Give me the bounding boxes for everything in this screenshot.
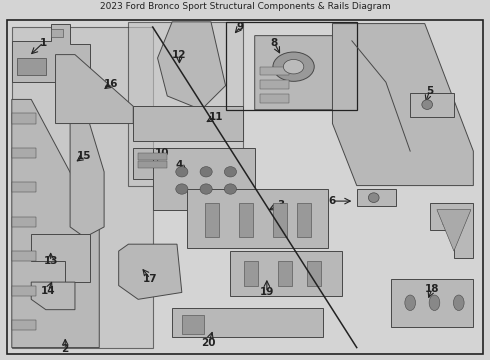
Text: 6: 6 (329, 196, 336, 206)
Text: 11: 11 (209, 112, 223, 122)
Bar (138, 161, 167, 168)
Text: 19: 19 (260, 287, 274, 297)
Ellipse shape (405, 295, 416, 311)
Polygon shape (12, 99, 99, 347)
Polygon shape (55, 55, 133, 123)
Bar (12, 182, 36, 193)
Bar (12, 320, 36, 330)
Bar (12, 285, 36, 296)
Bar (260, 94, 289, 103)
Bar (12, 113, 36, 123)
Text: 18: 18 (425, 284, 440, 294)
Text: 10: 10 (155, 148, 170, 158)
Polygon shape (332, 24, 473, 186)
Text: 3: 3 (277, 199, 284, 210)
Bar (273, 203, 287, 237)
Ellipse shape (273, 52, 314, 81)
Ellipse shape (453, 295, 464, 311)
Text: 15: 15 (76, 151, 91, 161)
Polygon shape (255, 36, 352, 110)
Text: 12: 12 (172, 50, 187, 60)
Polygon shape (172, 308, 323, 337)
Polygon shape (153, 148, 255, 210)
Text: 2: 2 (62, 344, 69, 354)
Text: 7: 7 (441, 217, 448, 227)
Ellipse shape (422, 100, 433, 109)
Polygon shape (158, 22, 225, 110)
Bar (12, 217, 36, 227)
Text: 9: 9 (237, 22, 244, 32)
Bar (50, 29, 63, 37)
Polygon shape (133, 148, 177, 179)
Bar (239, 203, 253, 237)
Polygon shape (12, 24, 90, 82)
Ellipse shape (176, 184, 188, 194)
Text: 8: 8 (270, 37, 278, 48)
Text: 14: 14 (41, 286, 55, 296)
Polygon shape (437, 210, 471, 251)
Text: 4: 4 (176, 160, 183, 170)
Ellipse shape (429, 295, 440, 311)
Polygon shape (430, 203, 473, 258)
Polygon shape (187, 189, 328, 248)
Ellipse shape (224, 184, 237, 194)
Title: 2023 Ford Bronco Sport Structural Components & Rails Diagram: 2023 Ford Bronco Sport Structural Compon… (99, 2, 391, 11)
Bar (138, 153, 167, 160)
Polygon shape (391, 279, 473, 327)
Polygon shape (119, 244, 182, 299)
Ellipse shape (200, 184, 212, 194)
Bar (260, 81, 289, 89)
Bar (182, 315, 204, 334)
Ellipse shape (368, 193, 379, 202)
Ellipse shape (200, 167, 212, 177)
Polygon shape (230, 251, 342, 296)
Text: 20: 20 (201, 338, 216, 348)
Polygon shape (31, 234, 90, 282)
Bar (260, 67, 289, 75)
Polygon shape (12, 27, 153, 347)
Polygon shape (410, 93, 454, 117)
Ellipse shape (224, 167, 237, 177)
Bar (12, 251, 36, 261)
Ellipse shape (283, 59, 304, 74)
Text: 1: 1 (40, 37, 47, 48)
Polygon shape (357, 189, 395, 206)
Text: 5: 5 (426, 86, 433, 96)
Polygon shape (133, 106, 243, 141)
Polygon shape (70, 123, 104, 237)
Ellipse shape (176, 167, 188, 177)
Bar (278, 261, 292, 285)
Polygon shape (31, 282, 75, 310)
Text: 16: 16 (104, 79, 119, 89)
Bar (17, 58, 46, 75)
Bar (307, 261, 321, 285)
Bar (297, 203, 311, 237)
Text: 13: 13 (44, 256, 58, 266)
Text: 17: 17 (143, 274, 158, 284)
Polygon shape (128, 22, 243, 186)
Bar (12, 148, 36, 158)
Bar (205, 203, 219, 237)
Bar (244, 261, 258, 285)
